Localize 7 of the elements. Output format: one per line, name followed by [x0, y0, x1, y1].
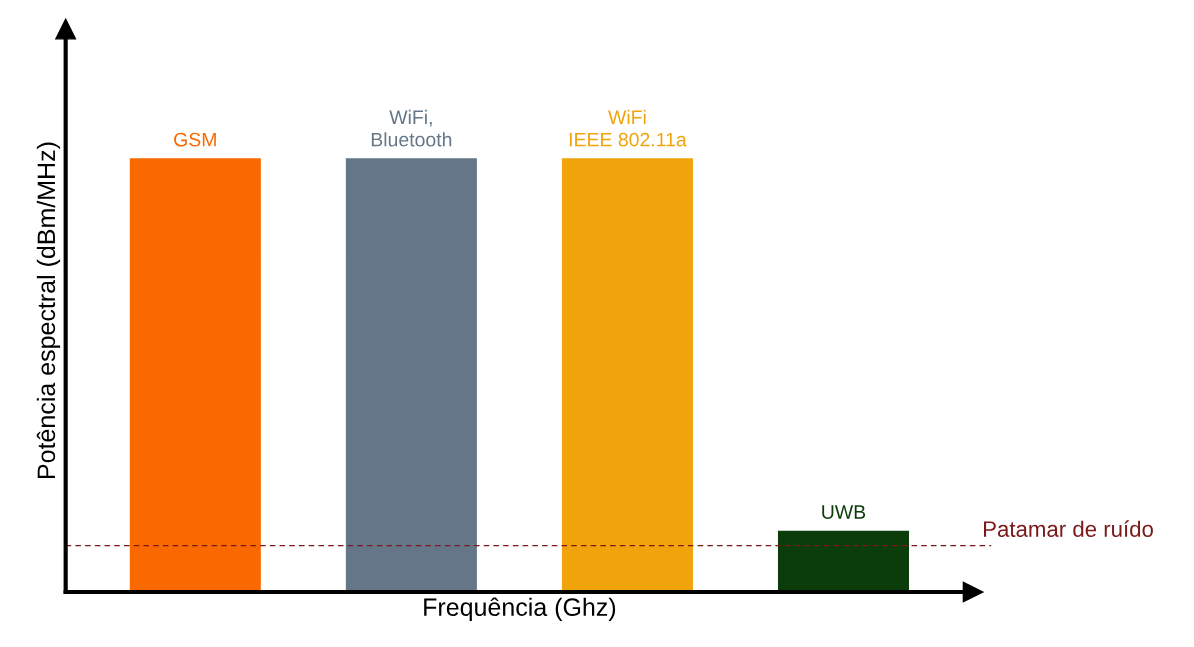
- x-tick-label: GSM: [174, 132, 216, 147]
- x-tick-label: WiFi, Bluetooth: [371, 109, 452, 147]
- y-axis-title: Potência espectral (dBm/MHz): [36, 142, 61, 478]
- x-axis-title: Frequência (Ghz): [424, 597, 616, 621]
- ref-line-label: Patamar de ruído: [984, 520, 1153, 537]
- x-tick-label: WiFi IEEE 802.11a: [569, 109, 687, 147]
- x-tick-label: UWB: [822, 505, 866, 519]
